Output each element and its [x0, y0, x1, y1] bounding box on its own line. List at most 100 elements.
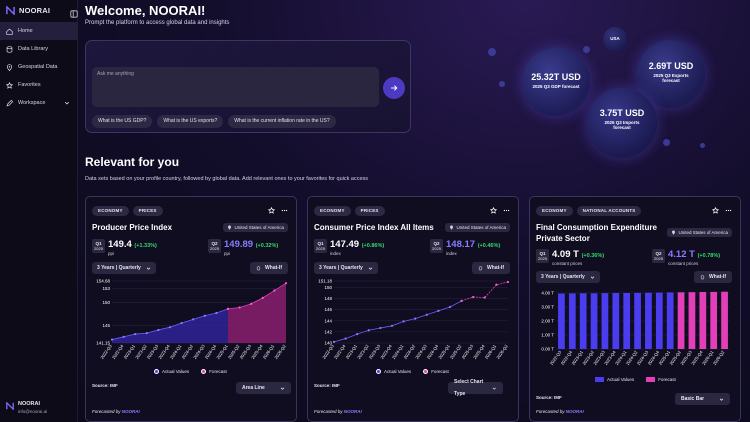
sidebar-item-workspace[interactable]: Workspace — [0, 94, 78, 112]
legend-actual[interactable]: Actual Values — [376, 369, 411, 374]
bar-actual[interactable] — [666, 292, 674, 349]
bar-forecast[interactable] — [710, 291, 718, 349]
sidebar-item-data-library[interactable]: Data Library — [0, 40, 78, 58]
point-actual[interactable] — [168, 326, 172, 329]
send-button[interactable] — [383, 77, 405, 99]
period-dropdown[interactable]: 3 Years | Quarterly — [536, 271, 600, 283]
sidebar-collapse-icon[interactable] — [70, 10, 78, 18]
sidebar-item-favorites[interactable]: Favorites — [0, 76, 78, 94]
point-actual[interactable] — [414, 317, 417, 320]
category-tag[interactable]: PRICES — [354, 206, 385, 216]
country-bubble[interactable]: USA — [603, 27, 627, 51]
point-actual[interactable] — [379, 326, 382, 330]
y-tick-label: 3.00 T — [541, 305, 554, 310]
point-actual[interactable] — [110, 338, 114, 341]
point-actual[interactable] — [390, 324, 394, 327]
bar-forecast[interactable] — [677, 292, 685, 349]
card-title: Producer Price Index — [92, 223, 173, 232]
user-profile[interactable]: NOORAI info@noorai.ai — [6, 401, 47, 414]
bar-actual[interactable] — [623, 293, 631, 349]
category-tag[interactable]: PRICES — [132, 206, 163, 216]
more-options-icon[interactable] — [281, 207, 288, 214]
period-dropdown[interactable]: 3 Years | Quarterly — [92, 262, 156, 274]
brand[interactable]: NOORAI — [6, 6, 50, 15]
bar-forecast[interactable] — [688, 292, 696, 349]
suggestion-chip[interactable]: What is the US GDP? — [92, 115, 153, 128]
point-actual[interactable] — [448, 305, 452, 309]
point-forecast[interactable] — [506, 280, 510, 284]
bar-forecast[interactable] — [699, 292, 707, 349]
bar-actual[interactable] — [579, 293, 587, 349]
point-forecast[interactable] — [261, 296, 264, 299]
legend-actual[interactable]: Actual Values — [595, 377, 634, 382]
point-actual[interactable] — [344, 337, 347, 340]
category-tag[interactable]: ECONOMY — [536, 206, 573, 216]
point-forecast[interactable] — [238, 306, 241, 309]
what-if-button[interactable]: What-If — [250, 262, 288, 274]
point-forecast[interactable] — [250, 302, 253, 305]
more-options-icon[interactable] — [725, 207, 732, 214]
bar-actual[interactable] — [612, 293, 620, 349]
more-options-icon[interactable] — [503, 207, 510, 214]
point-forecast[interactable] — [284, 282, 288, 285]
category-tag[interactable]: ECONOMY — [314, 206, 351, 216]
point-actual[interactable] — [192, 318, 195, 321]
bar-actual[interactable] — [645, 292, 652, 349]
suggestion-chip[interactable]: What is the current inflation rate in th… — [228, 115, 336, 128]
point-forecast[interactable] — [460, 299, 463, 302]
point-actual[interactable] — [367, 329, 370, 332]
favorite-star-icon[interactable] — [268, 207, 275, 214]
category-tag[interactable]: NATIONAL ACCOUNTS — [576, 206, 642, 216]
point-actual[interactable] — [215, 311, 218, 315]
chevron-down-icon[interactable] — [64, 100, 70, 106]
dataset-card-ppi[interactable]: ECONOMY PRICES Producer Price Index United … — [85, 196, 297, 422]
what-if-button[interactable]: What-If — [694, 271, 732, 283]
bar-actual[interactable] — [568, 293, 576, 349]
dataset-card-cpi[interactable]: ECONOMY PRICES Consumer Price Index All It… — [307, 196, 519, 422]
bar-actual[interactable] — [634, 292, 641, 349]
point-actual[interactable] — [356, 333, 359, 336]
legend-forecast[interactable]: Forecast — [201, 369, 227, 374]
point-forecast[interactable] — [226, 307, 230, 310]
legend-actual[interactable]: Actual Values — [154, 369, 189, 374]
change-percent: (+0.86%) — [361, 243, 385, 249]
bar-actual[interactable] — [601, 293, 609, 349]
imports-bubble[interactable]: 3.75T USD 2025 Q3 Imports forecast — [587, 88, 657, 158]
what-if-button[interactable]: What-If — [472, 262, 510, 274]
point-forecast[interactable] — [483, 296, 486, 299]
legend-label: Forecast — [209, 369, 227, 374]
point-forecast[interactable] — [495, 283, 498, 286]
sidebar-item-geospatial[interactable]: Geospatial Data — [0, 58, 78, 76]
point-actual[interactable] — [425, 313, 428, 316]
point-actual[interactable] — [203, 314, 206, 317]
point-actual[interactable] — [134, 332, 137, 336]
bar-actual[interactable] — [655, 292, 663, 349]
favorite-star-icon[interactable] — [490, 207, 497, 214]
point-actual[interactable] — [402, 320, 405, 323]
point-forecast[interactable] — [472, 295, 475, 299]
chart-type-dropdown[interactable]: Select Chart Type — [448, 379, 503, 397]
period-dropdown[interactable]: 3 Years | Quarterly — [314, 262, 378, 274]
chart-type-dropdown[interactable]: Area Line — [236, 382, 291, 394]
point-actual[interactable] — [437, 309, 440, 312]
chart-type-dropdown[interactable]: Basic Bar — [675, 393, 730, 405]
suggestion-chip[interactable]: What is the US exports? — [157, 115, 224, 128]
legend-forecast[interactable]: Forecast — [423, 369, 449, 374]
point-actual[interactable] — [332, 340, 336, 343]
point-actual[interactable] — [122, 335, 125, 338]
favorite-star-icon[interactable] — [712, 207, 719, 214]
point-actual[interactable] — [145, 332, 148, 335]
point-actual[interactable] — [157, 328, 160, 332]
point-actual[interactable] — [180, 321, 183, 325]
bar-actual[interactable] — [590, 293, 598, 349]
category-tag[interactable]: ECONOMY — [92, 206, 129, 216]
legend-forecast[interactable]: Forecast — [646, 377, 676, 382]
point-forecast[interactable] — [273, 289, 276, 292]
exports-bubble[interactable]: 2.69T USD 2025 Q3 Exports forecast — [637, 40, 705, 108]
bar-actual[interactable] — [558, 293, 565, 349]
prompt-input[interactable]: Ask me anything — [92, 67, 379, 107]
gdp-bubble[interactable]: 25.32T USD 2025 Q3 GDP forecast — [522, 48, 590, 116]
bar-forecast[interactable] — [721, 291, 728, 349]
sidebar-item-home[interactable]: Home — [0, 22, 78, 40]
dataset-card-fce[interactable]: ECONOMY NATIONAL ACCOUNTS Final Consumptio… — [529, 196, 741, 422]
